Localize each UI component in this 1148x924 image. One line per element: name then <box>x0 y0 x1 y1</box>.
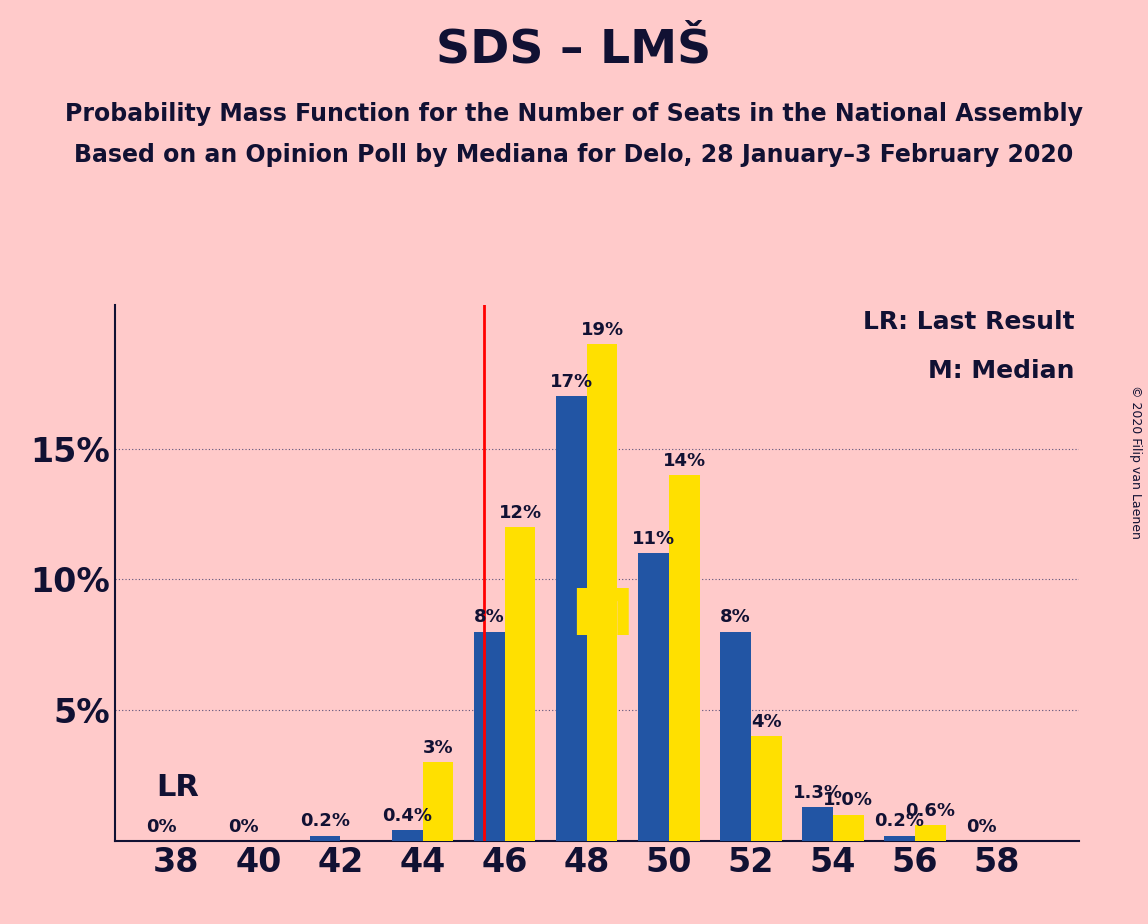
Text: 0.6%: 0.6% <box>906 802 955 820</box>
Bar <box>587 344 618 841</box>
Text: M: M <box>571 587 634 649</box>
Bar <box>833 815 863 841</box>
Text: 0%: 0% <box>227 818 258 835</box>
Text: 0%: 0% <box>967 818 996 835</box>
Bar <box>884 835 915 841</box>
Text: 4%: 4% <box>751 713 782 731</box>
Text: 0.4%: 0.4% <box>382 808 432 825</box>
Bar <box>802 807 833 841</box>
Text: 12%: 12% <box>498 504 542 522</box>
Text: 0.2%: 0.2% <box>300 812 350 831</box>
Text: 0%: 0% <box>146 818 177 835</box>
Bar <box>310 835 341 841</box>
Text: LR: LR <box>156 772 199 802</box>
Bar <box>474 632 505 841</box>
Text: 19%: 19% <box>581 321 623 339</box>
Text: Probability Mass Function for the Number of Seats in the National Assembly: Probability Mass Function for the Number… <box>65 102 1083 126</box>
Bar <box>669 475 699 841</box>
Text: 3%: 3% <box>422 739 453 757</box>
Text: M: Median: M: Median <box>928 359 1075 383</box>
Text: SDS – LMŠ: SDS – LMŠ <box>436 28 712 73</box>
Bar <box>556 396 587 841</box>
Text: 1.0%: 1.0% <box>823 792 874 809</box>
Text: 8%: 8% <box>720 609 751 626</box>
Bar <box>391 831 422 841</box>
Text: 17%: 17% <box>550 373 592 391</box>
Text: 11%: 11% <box>631 530 675 548</box>
Text: 8%: 8% <box>474 609 505 626</box>
Text: LR: Last Result: LR: Last Result <box>862 310 1075 334</box>
Bar <box>751 736 782 841</box>
Bar <box>505 527 535 841</box>
Text: 14%: 14% <box>662 452 706 469</box>
Text: © 2020 Filip van Laenen: © 2020 Filip van Laenen <box>1130 385 1142 539</box>
Text: 0.2%: 0.2% <box>875 812 924 831</box>
Bar <box>422 762 453 841</box>
Text: 1.3%: 1.3% <box>792 784 843 802</box>
Text: Based on an Opinion Poll by Mediana for Delo, 28 January–3 February 2020: Based on an Opinion Poll by Mediana for … <box>75 143 1073 167</box>
Bar <box>638 553 669 841</box>
Bar <box>915 825 946 841</box>
Bar <box>720 632 751 841</box>
